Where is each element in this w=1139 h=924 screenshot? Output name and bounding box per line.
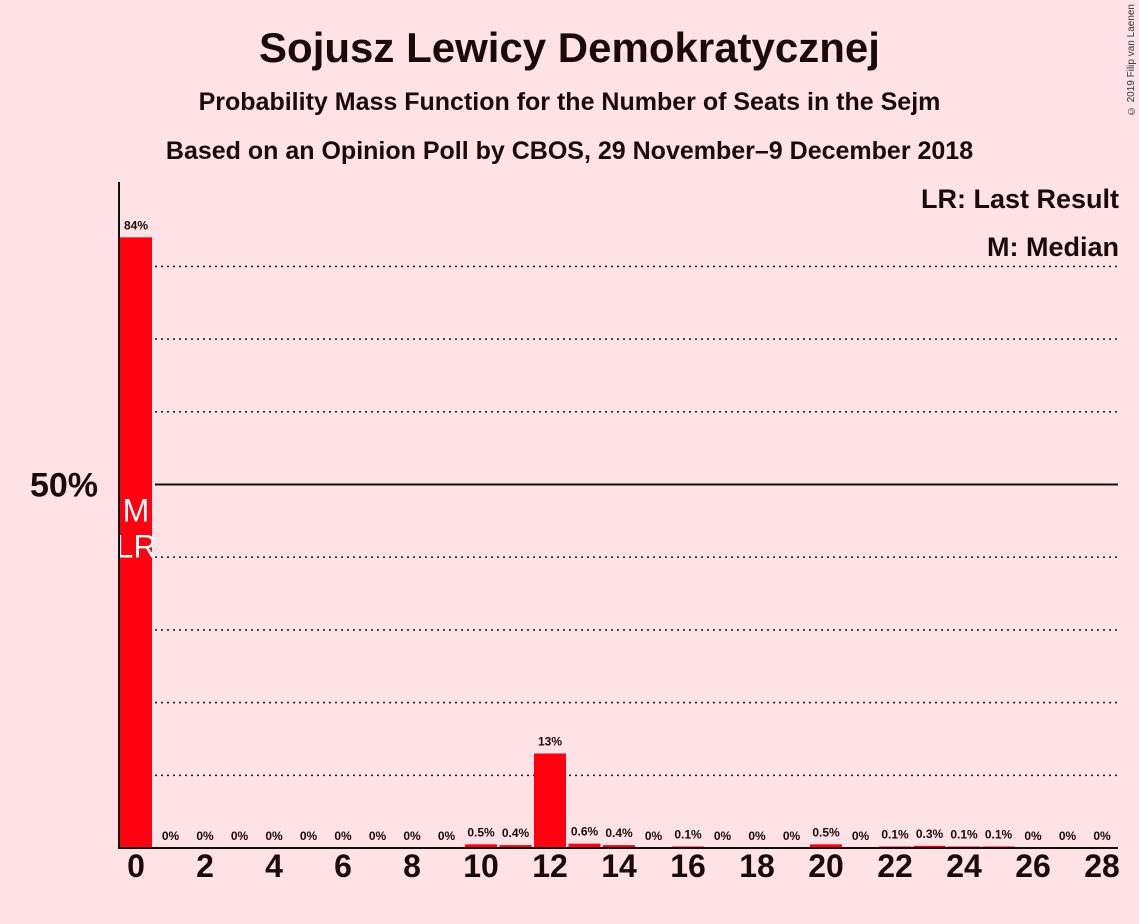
data-label-seat-10: 0.5% [467, 825, 495, 839]
x-tick-label-26: 26 [1015, 848, 1051, 884]
x-tick-label-18: 18 [739, 848, 775, 884]
x-tick-label-20: 20 [808, 848, 844, 884]
data-label-seat-24: 0.1% [950, 828, 978, 842]
data-label-seat-19: 0% [783, 829, 801, 843]
data-label-seat-28: 0% [1093, 829, 1111, 843]
data-label-seat-12: 13% [538, 734, 562, 748]
bar-seat-14 [603, 845, 635, 848]
x-tick-label-22: 22 [877, 848, 913, 884]
data-label-seat-18: 0% [748, 829, 766, 843]
bar-seat-10 [465, 844, 497, 848]
data-label-seat-6: 0% [334, 829, 352, 843]
data-label-seat-14: 0.4% [605, 826, 633, 840]
legend-median: M: Median [987, 232, 1119, 262]
x-tick-label-6: 6 [334, 848, 352, 884]
data-label-seat-25: 0.1% [985, 828, 1013, 842]
bar-seat-23 [913, 845, 946, 848]
x-tick-label-4: 4 [265, 848, 283, 884]
bar-seat-11 [499, 845, 532, 848]
median-marker: M [123, 493, 150, 529]
data-label-seat-27: 0% [1059, 829, 1077, 843]
data-label-seat-13: 0.6% [571, 825, 599, 839]
data-label-seat-3: 0% [231, 829, 249, 843]
data-label-seat-4: 0% [265, 829, 283, 843]
x-tick-label-0: 0 [127, 848, 145, 884]
x-tick-label-12: 12 [532, 848, 568, 884]
data-label-seat-8: 0% [403, 829, 421, 843]
bar-seat-20 [810, 844, 842, 848]
x-tick-label-24: 24 [946, 848, 982, 884]
x-tick-label-8: 8 [403, 848, 421, 884]
data-label-seat-2: 0% [196, 829, 214, 843]
x-tick-label-16: 16 [670, 848, 706, 884]
bar-seat-0 [120, 237, 152, 848]
data-label-seat-7: 0% [369, 829, 387, 843]
y-tick-label-50: 50% [30, 467, 98, 505]
chart-subtitle-poll: Based on an Opinion Poll by CBOS, 29 Nov… [165, 137, 974, 165]
legend-last-result: LR: Last Result [920, 184, 1119, 214]
chart-subtitle: Probability Mass Function for the Number… [198, 88, 941, 116]
x-tick-label-2: 2 [196, 848, 214, 884]
data-label-seat-11: 0.4% [502, 826, 530, 840]
chart-title: Sojusz Lewicy Demokratycznej [259, 24, 880, 71]
bar-seat-12 [534, 753, 566, 848]
data-label-seat-16: 0.1% [674, 828, 702, 842]
data-label-seat-17: 0% [714, 829, 732, 843]
x-tick-label-14: 14 [601, 848, 637, 884]
data-label-seat-15: 0% [645, 829, 663, 843]
data-label-seat-22: 0.1% [881, 828, 909, 842]
x-tick-label-10: 10 [463, 848, 499, 884]
data-label-seat-1: 0% [162, 829, 180, 843]
data-label-seat-26: 0% [1024, 829, 1042, 843]
data-label-seat-9: 0% [438, 829, 456, 843]
data-label-seat-0: 84% [124, 218, 148, 232]
bar-seat-13 [568, 843, 601, 848]
x-tick-label-28: 28 [1084, 848, 1120, 884]
data-label-seat-20: 0.5% [812, 825, 840, 839]
data-label-seat-23: 0.3% [916, 827, 944, 841]
data-label-seat-5: 0% [300, 829, 318, 843]
last-result-marker: LR [116, 529, 157, 565]
data-label-seat-21: 0% [852, 829, 870, 843]
